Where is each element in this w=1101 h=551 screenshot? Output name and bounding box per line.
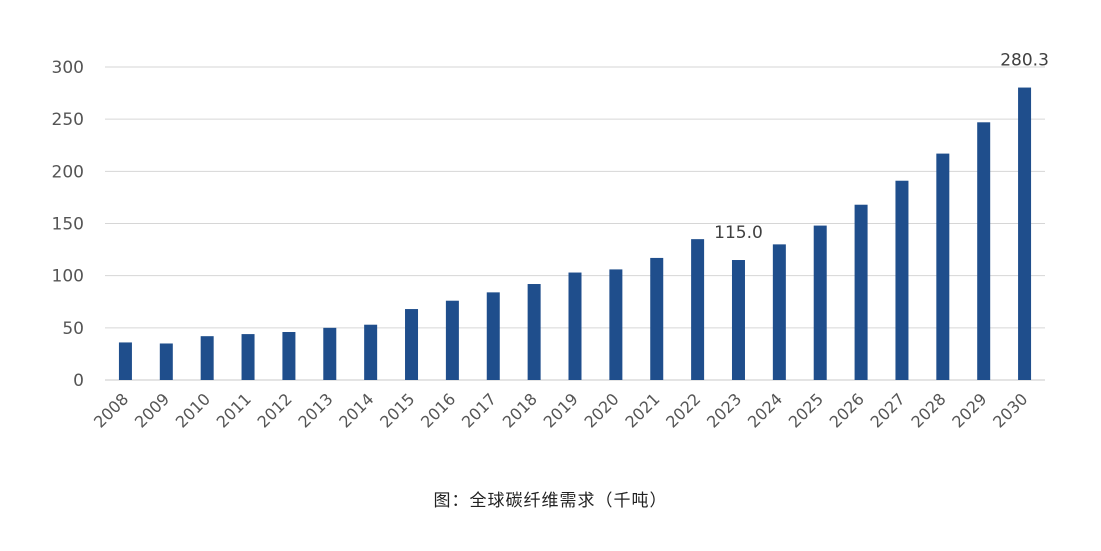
bar: [691, 239, 705, 380]
x-tick-label: 2027: [867, 389, 909, 431]
bar: [118, 342, 132, 380]
x-tick-label: 2011: [213, 389, 255, 431]
x-tick-label: 2026: [826, 389, 868, 431]
bar: [650, 257, 664, 380]
x-tick-label: 2014: [335, 389, 377, 431]
x-tick-label: 2029: [948, 389, 990, 431]
bar: [772, 244, 786, 380]
bar: [323, 327, 337, 380]
y-tick-label: 150: [52, 215, 84, 235]
x-tick-label: 2020: [580, 389, 622, 431]
x-tick-label: 2008: [90, 389, 132, 431]
x-tick-label: 2010: [172, 389, 214, 431]
bar: [936, 153, 950, 380]
x-tick-label: 2022: [662, 389, 704, 431]
bar: [731, 260, 745, 380]
bar: [241, 334, 255, 380]
y-tick-label: 100: [52, 267, 84, 287]
chart-caption: 图：全球碳纤维需求（千吨）: [433, 491, 668, 511]
x-tick-label: 2021: [621, 389, 663, 431]
bar: [486, 292, 500, 380]
bar: [159, 343, 173, 380]
x-tick-label: 2013: [294, 389, 336, 431]
x-tick-label: 2025: [785, 389, 827, 431]
y-tick-label: 300: [52, 58, 84, 78]
x-tick-label: 2012: [254, 389, 296, 431]
data-labels: 115.0 280.3: [714, 51, 1049, 243]
x-tick-label: 2019: [540, 389, 582, 431]
data-label: 280.3: [1000, 51, 1049, 71]
y-tick-label: 200: [52, 162, 84, 182]
bar: [282, 332, 296, 380]
x-tick-label: 2030: [989, 389, 1031, 431]
x-tick-label: 2023: [703, 389, 745, 431]
bar: [1018, 87, 1032, 381]
bar: [895, 180, 909, 380]
bar: [200, 336, 214, 380]
bar: [854, 204, 868, 380]
data-label: 115.0: [714, 223, 763, 243]
y-tick-label: 50: [62, 319, 84, 339]
x-tick-label: 2016: [417, 389, 459, 431]
x-tick-label: 2028: [907, 389, 949, 431]
bar: [527, 284, 541, 380]
x-tick-label: 2009: [131, 389, 173, 431]
bar: [364, 324, 378, 380]
y-tick-label: 250: [52, 110, 84, 130]
bar: [609, 269, 623, 380]
x-tick-label: 2015: [376, 389, 418, 431]
bar: [568, 272, 582, 380]
bars: [118, 87, 1032, 381]
x-tick-label: 2017: [458, 389, 500, 431]
x-tick-label: 2024: [744, 389, 786, 431]
x-tick-label: 2018: [499, 389, 541, 431]
y-axis: 0 50 100 150 200 250 300: [52, 58, 84, 391]
y-tick-label: 0: [73, 371, 84, 391]
bar: [445, 300, 459, 380]
bar: [813, 225, 827, 380]
bar: [977, 122, 991, 381]
bar: [405, 309, 419, 380]
x-axis: 2008200920102011201220132014201520162017…: [90, 389, 1031, 431]
